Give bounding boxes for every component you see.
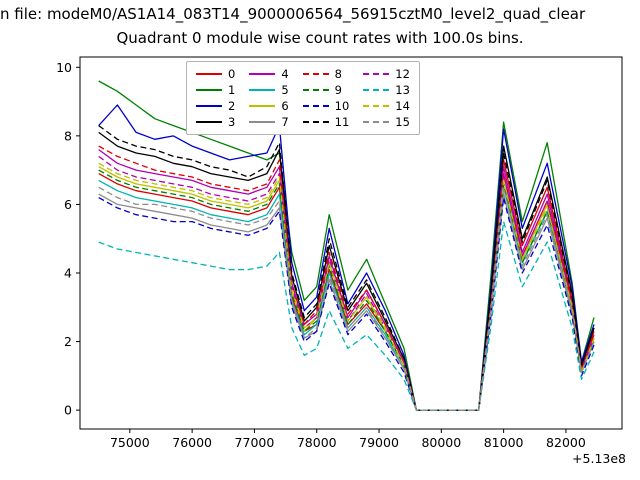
title-line-1: n file: modeM0/AS1A14_083T14_9000006564_… [0, 5, 586, 23]
chart-title: Quadrant 0 module wise count rates with … [116, 29, 524, 47]
y-tick-label: 8 [64, 128, 72, 143]
legend-line-sample [196, 105, 222, 107]
legend-line-sample [196, 121, 222, 123]
y-tick-label: 4 [64, 266, 72, 281]
legend-line-sample [363, 89, 390, 91]
legend-item-10: 10 [302, 98, 350, 114]
legend-item-0: 0 [196, 66, 235, 82]
x-tick-label: 78000 [297, 435, 337, 450]
series-line-9 [98, 169, 595, 411]
x-tick-label: 75000 [110, 435, 150, 450]
legend-label: 10 [334, 99, 350, 113]
legend-item-5: 5 [249, 82, 289, 98]
x-tick-label: 77000 [235, 435, 275, 450]
legend-line-sample [249, 89, 276, 91]
legend-item-8: 8 [302, 66, 350, 82]
series-line-14 [98, 162, 595, 411]
x-axis-offset-label: +5.13e8 [572, 451, 626, 466]
legend-label: 7 [281, 115, 289, 129]
legend-item-4: 4 [249, 66, 289, 82]
legend-item-15: 15 [363, 114, 410, 130]
y-tick-label: 0 [64, 403, 72, 418]
legend-line-sample [196, 89, 222, 91]
series-line-12 [98, 155, 595, 411]
y-tick-label: 10 [56, 60, 72, 75]
legend-label: 8 [334, 67, 342, 81]
legend-item-13: 13 [363, 82, 410, 98]
legend-label: 15 [395, 115, 410, 129]
legend-item-6: 6 [249, 98, 289, 114]
series-line-11 [98, 125, 595, 411]
legend-item-9: 9 [302, 82, 350, 98]
legend-label: 6 [281, 99, 289, 113]
legend-item-3: 3 [196, 114, 235, 130]
legend-label: 2 [228, 99, 236, 113]
legend-label: 0 [228, 67, 236, 81]
legend-line-sample [302, 89, 329, 91]
legend-label: 9 [334, 83, 342, 97]
legend-item-7: 7 [249, 114, 289, 130]
legend-item-11: 11 [302, 114, 350, 130]
series-line-4 [98, 149, 595, 411]
series-line-15 [98, 186, 595, 411]
series-line-6 [98, 166, 595, 411]
legend-line-sample [302, 121, 329, 123]
series-line-13 [98, 220, 595, 411]
legend-item-12: 12 [363, 66, 410, 82]
legend-label: 13 [395, 83, 410, 97]
legend-line-sample [302, 73, 329, 75]
legend-line-sample [363, 73, 390, 75]
legend-label: 1 [228, 83, 236, 97]
legend-label: 3 [228, 115, 236, 129]
series-line-1 [98, 80, 595, 411]
legend-item-1: 1 [196, 82, 235, 98]
x-tick-label: 82000 [546, 435, 586, 450]
legend-label: 5 [281, 83, 289, 97]
x-tick-label: 79000 [359, 435, 399, 450]
legend-item-2: 2 [196, 98, 235, 114]
legend-line-sample [249, 105, 276, 107]
series-line-0 [98, 159, 595, 411]
axes-box [79, 56, 623, 430]
legend-line-sample [363, 105, 390, 107]
legend-item-14: 14 [363, 98, 410, 114]
legend-line-sample [249, 121, 276, 123]
legend-line-sample [302, 105, 329, 107]
series-line-3 [98, 131, 595, 411]
series-line-7 [98, 193, 595, 411]
legend-label: 12 [395, 67, 410, 81]
legend-label: 4 [281, 67, 289, 81]
x-tick-label: 81000 [484, 435, 524, 450]
legend-label: 11 [334, 115, 350, 129]
legend-line-sample [363, 121, 390, 123]
legend-line-sample [196, 73, 222, 75]
y-tick-label: 6 [64, 197, 72, 212]
legend-line-sample [249, 73, 276, 75]
y-tick-label: 2 [64, 334, 72, 349]
series-line-2 [98, 104, 595, 411]
x-tick-label: 80000 [421, 435, 461, 450]
x-tick-label: 76000 [172, 435, 212, 450]
legend: 0 1 2 3 4 5 6 7 8 9 10 11 12 13 14 15 [186, 61, 420, 135]
legend-label: 14 [395, 99, 410, 113]
